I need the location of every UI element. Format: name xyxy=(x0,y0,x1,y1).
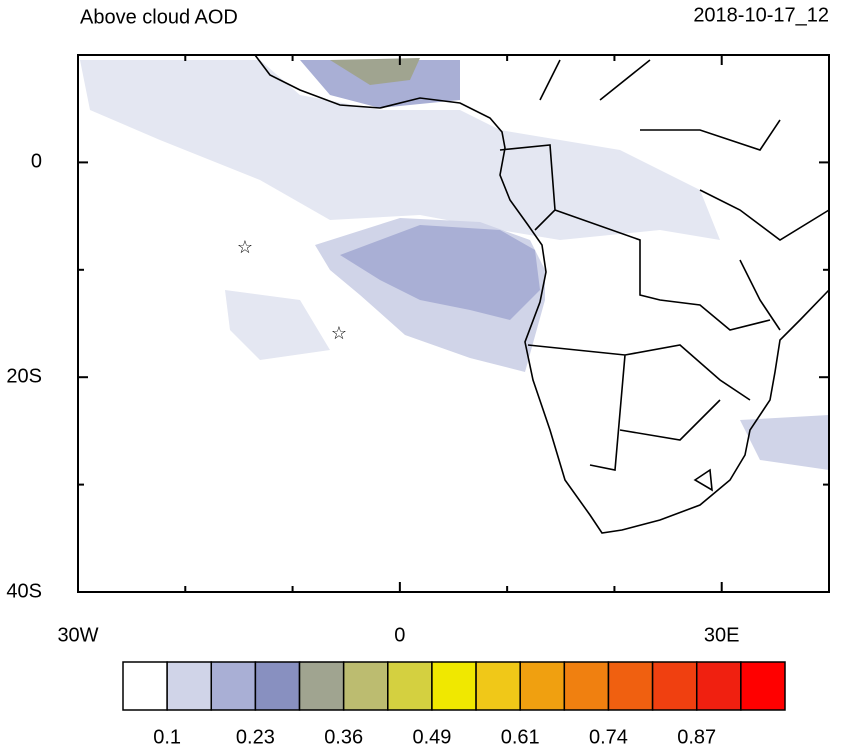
colorbar-label: 0.36 xyxy=(324,726,363,747)
aod-mid-north xyxy=(300,60,460,108)
coastlines xyxy=(254,54,830,534)
colorbar-box xyxy=(740,661,786,711)
colorbar-label: 0.23 xyxy=(236,726,275,747)
colorbar-box xyxy=(254,661,301,711)
colorbar-label: 0.74 xyxy=(589,726,628,747)
x-tick-label: 30E xyxy=(704,624,740,646)
aod-high-north xyxy=(330,58,420,85)
colorbar-box xyxy=(607,661,654,711)
coastline xyxy=(254,54,830,534)
aod-light xyxy=(80,60,720,240)
map-frame xyxy=(77,54,830,593)
colorbar-box xyxy=(210,661,257,711)
colorbar-box xyxy=(342,661,389,711)
title: Above cloud AOD xyxy=(80,6,238,28)
aerosol-field xyxy=(80,58,829,470)
aod-mid xyxy=(340,225,540,320)
colorbar-box xyxy=(651,661,698,711)
aod-light-west xyxy=(225,290,330,360)
colorbar-label: 0.61 xyxy=(501,726,540,747)
colorbar-box xyxy=(475,661,521,711)
colorbar-box xyxy=(563,661,610,711)
colorbar-box xyxy=(695,661,742,711)
borders xyxy=(499,59,830,492)
y-tick-label: 0 xyxy=(31,151,42,173)
colorbar-box xyxy=(431,661,477,711)
colorbar-box xyxy=(166,661,213,711)
aod-low-east xyxy=(740,415,829,470)
y-tick-label: 40S xyxy=(6,580,42,602)
date-label: 2018-10-17_12 xyxy=(693,4,829,26)
colorbar-label: 0.49 xyxy=(412,726,451,747)
colorbar-box xyxy=(519,661,566,711)
x-tick-label: 0 xyxy=(394,624,405,646)
site-star: ☆ xyxy=(237,237,253,257)
colorbar-box xyxy=(122,661,168,711)
x-tick-label: 30W xyxy=(57,624,98,646)
colorbar-box xyxy=(387,661,433,711)
site-star: ☆ xyxy=(331,323,347,343)
colorbar-box xyxy=(298,661,345,711)
colorbar-label: 0.1 xyxy=(153,726,181,747)
y-tick-label: 20S xyxy=(6,365,42,387)
colorbar-label: 0.87 xyxy=(677,726,716,747)
